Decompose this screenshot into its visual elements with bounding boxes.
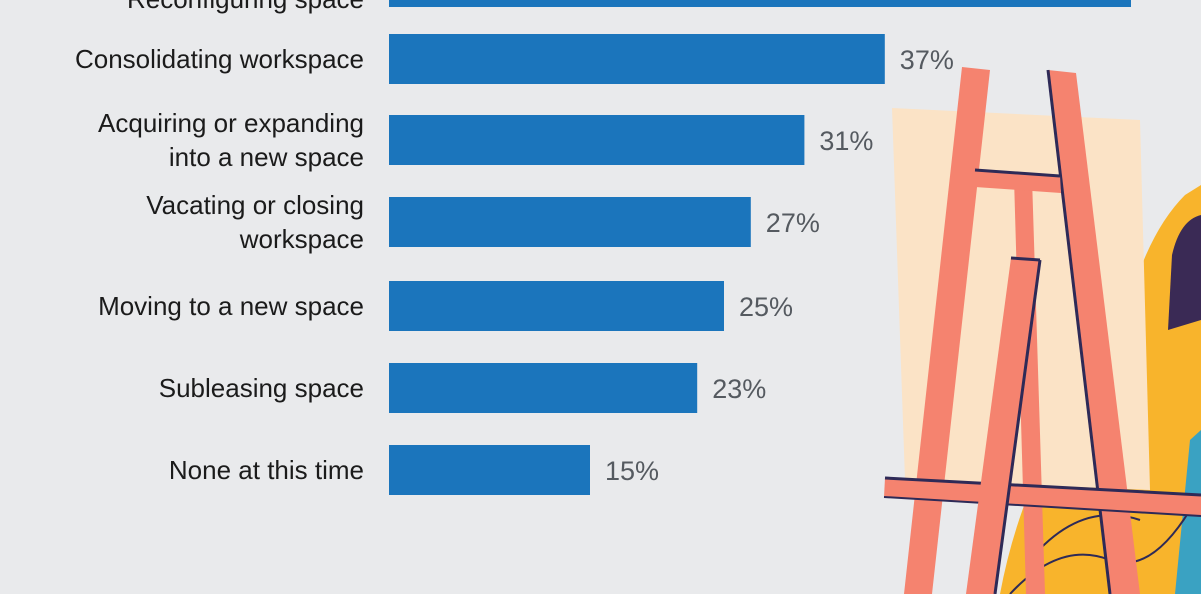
easel-right-leg — [1048, 70, 1140, 594]
bars-group — [389, 0, 1131, 495]
category-labels: Reconfiguring space Consolidating workspa… — [75, 0, 364, 485]
value-label-6: 15% — [605, 456, 659, 486]
value-labels: 37% 31% 27% 25% 23% 15% — [605, 45, 954, 486]
value-label-5: 23% — [712, 374, 766, 404]
category-label-5: Subleasing space — [159, 373, 364, 403]
bar-1 — [389, 34, 885, 84]
category-label-3: Vacating or closing workspace — [146, 190, 364, 254]
easel-illustration — [883, 67, 1201, 594]
value-label-2: 31% — [819, 126, 873, 156]
easel-front-leg — [966, 258, 1040, 594]
category-label-6: None at this time — [169, 455, 364, 485]
bar-3 — [389, 197, 751, 247]
bar-5 — [389, 363, 698, 413]
value-label-4: 25% — [739, 292, 793, 322]
category-label-2: Acquiring or expanding into a new space — [98, 108, 364, 172]
category-label-1: Consolidating workspace — [75, 44, 364, 74]
easel-lower-crossbar — [884, 478, 1201, 516]
plum-shape — [1168, 215, 1201, 330]
category-label-4: Moving to a new space — [98, 291, 364, 321]
category-label-0: Reconfiguring space — [127, 0, 364, 14]
bar-2 — [389, 115, 805, 165]
bar-0 — [389, 0, 1131, 7]
value-label-1: 37% — [900, 45, 954, 75]
easel-left-leg — [904, 67, 990, 594]
value-label-3: 27% — [766, 208, 820, 238]
bar-6 — [389, 445, 590, 495]
bar-4 — [389, 281, 724, 331]
